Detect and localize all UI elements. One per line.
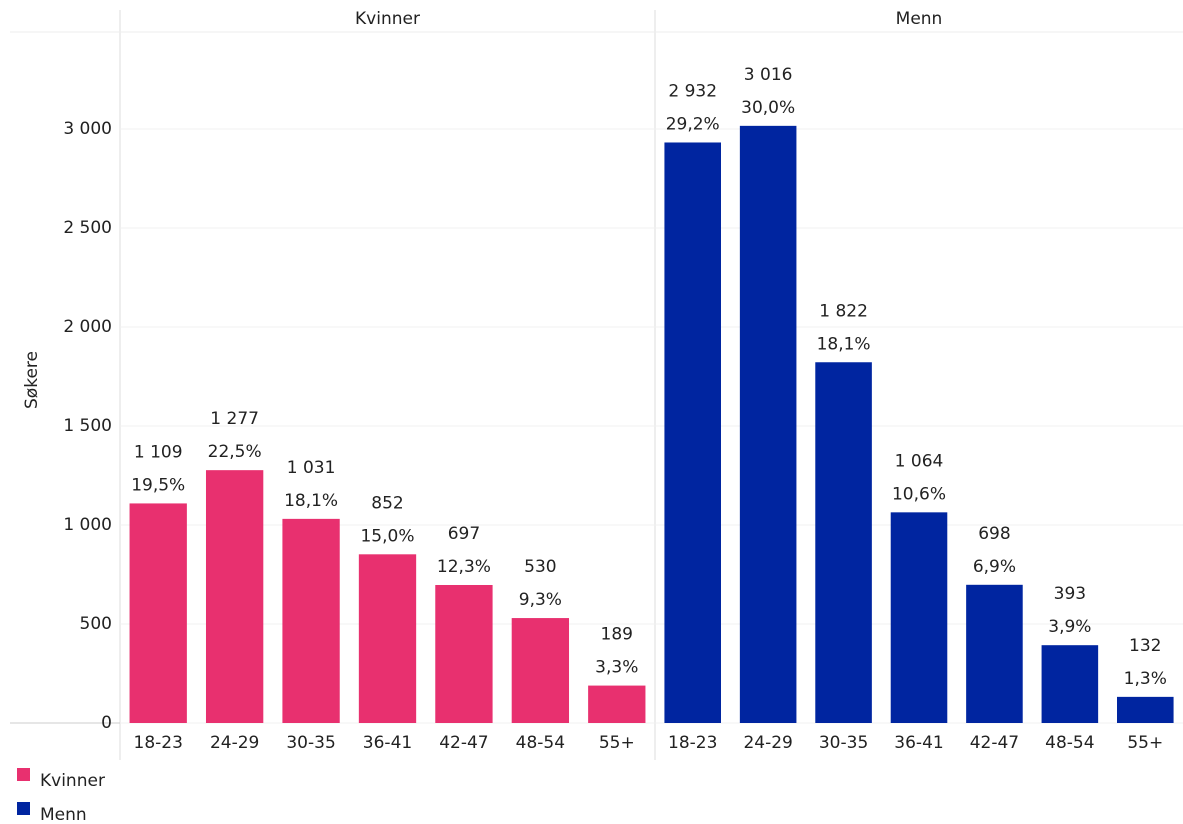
bar <box>739 125 797 723</box>
y-tick-label: 0 <box>101 713 112 733</box>
value-label: 1 109 <box>134 442 183 462</box>
x-tick-label: 24-29 <box>743 733 792 753</box>
share-label: 30,0% <box>741 98 795 118</box>
bar <box>1117 696 1174 723</box>
share-label: 3,3% <box>595 658 638 678</box>
bar <box>966 584 1023 723</box>
share-label: 22,5% <box>208 442 262 462</box>
y-tick-label: 2 000 <box>63 317 112 337</box>
bar <box>890 512 948 723</box>
share-label: 18,1% <box>284 491 338 511</box>
x-tick-label: 55+ <box>1127 733 1163 753</box>
bar <box>815 362 872 723</box>
x-tick-label: 55+ <box>599 733 635 753</box>
share-label: 15,0% <box>360 526 414 546</box>
y-tick-label: 500 <box>80 614 112 634</box>
x-tick-label: 48-54 <box>1045 733 1094 753</box>
bar <box>129 503 187 723</box>
value-label: 189 <box>601 625 633 645</box>
value-label: 852 <box>371 493 403 513</box>
value-label: 3 016 <box>744 65 793 85</box>
x-tick-label: 30-35 <box>819 733 868 753</box>
legend-label: Kvinner <box>40 771 105 791</box>
share-label: 12,3% <box>437 557 491 577</box>
value-label: 1 277 <box>210 409 259 429</box>
y-axis-label: Søkere <box>22 351 42 409</box>
value-label: 393 <box>1054 584 1086 604</box>
value-label: 1 064 <box>895 451 944 471</box>
bar <box>282 518 340 723</box>
share-label: 18,1% <box>817 334 871 354</box>
x-tick-label: 36-41 <box>894 733 943 753</box>
share-label: 19,5% <box>131 475 185 495</box>
panel-title: Menn <box>896 9 943 29</box>
x-tick-label: 18-23 <box>668 733 717 753</box>
bar <box>664 142 721 723</box>
value-label: 1 822 <box>819 301 868 321</box>
x-tick-label: 42-47 <box>970 733 1019 753</box>
share-label: 3,9% <box>1048 617 1091 637</box>
x-tick-label: 36-41 <box>363 733 412 753</box>
share-label: 1,3% <box>1124 669 1167 689</box>
bar <box>1041 645 1099 723</box>
legend-swatch <box>17 768 30 781</box>
x-tick-label: 18-23 <box>134 733 183 753</box>
y-tick-label: 1 500 <box>63 416 112 436</box>
legend-swatch <box>17 802 30 815</box>
value-label: 530 <box>524 557 556 577</box>
x-tick-label: 42-47 <box>439 733 488 753</box>
share-label: 9,3% <box>519 590 562 610</box>
bar <box>435 584 493 723</box>
value-label: 2 932 <box>668 81 717 101</box>
value-label: 132 <box>1129 636 1161 656</box>
value-label: 1 031 <box>287 458 336 478</box>
legend-label: Menn <box>40 805 87 824</box>
y-tick-label: 2 500 <box>63 218 112 238</box>
y-tick-label: 1 000 <box>63 515 112 535</box>
bar <box>205 470 264 723</box>
bar <box>588 685 646 723</box>
share-label: 29,2% <box>666 114 720 134</box>
y-tick-label: 3 000 <box>63 119 112 139</box>
x-tick-label: 48-54 <box>516 733 565 753</box>
x-tick-label: 30-35 <box>286 733 335 753</box>
bar <box>511 618 570 723</box>
share-label: 10,6% <box>892 484 946 504</box>
share-label: 6,9% <box>973 557 1016 577</box>
panel-title: Kvinner <box>355 9 420 29</box>
value-label: 698 <box>978 524 1010 544</box>
bar <box>358 554 417 723</box>
value-label: 697 <box>448 524 480 544</box>
x-tick-label: 24-29 <box>210 733 259 753</box>
